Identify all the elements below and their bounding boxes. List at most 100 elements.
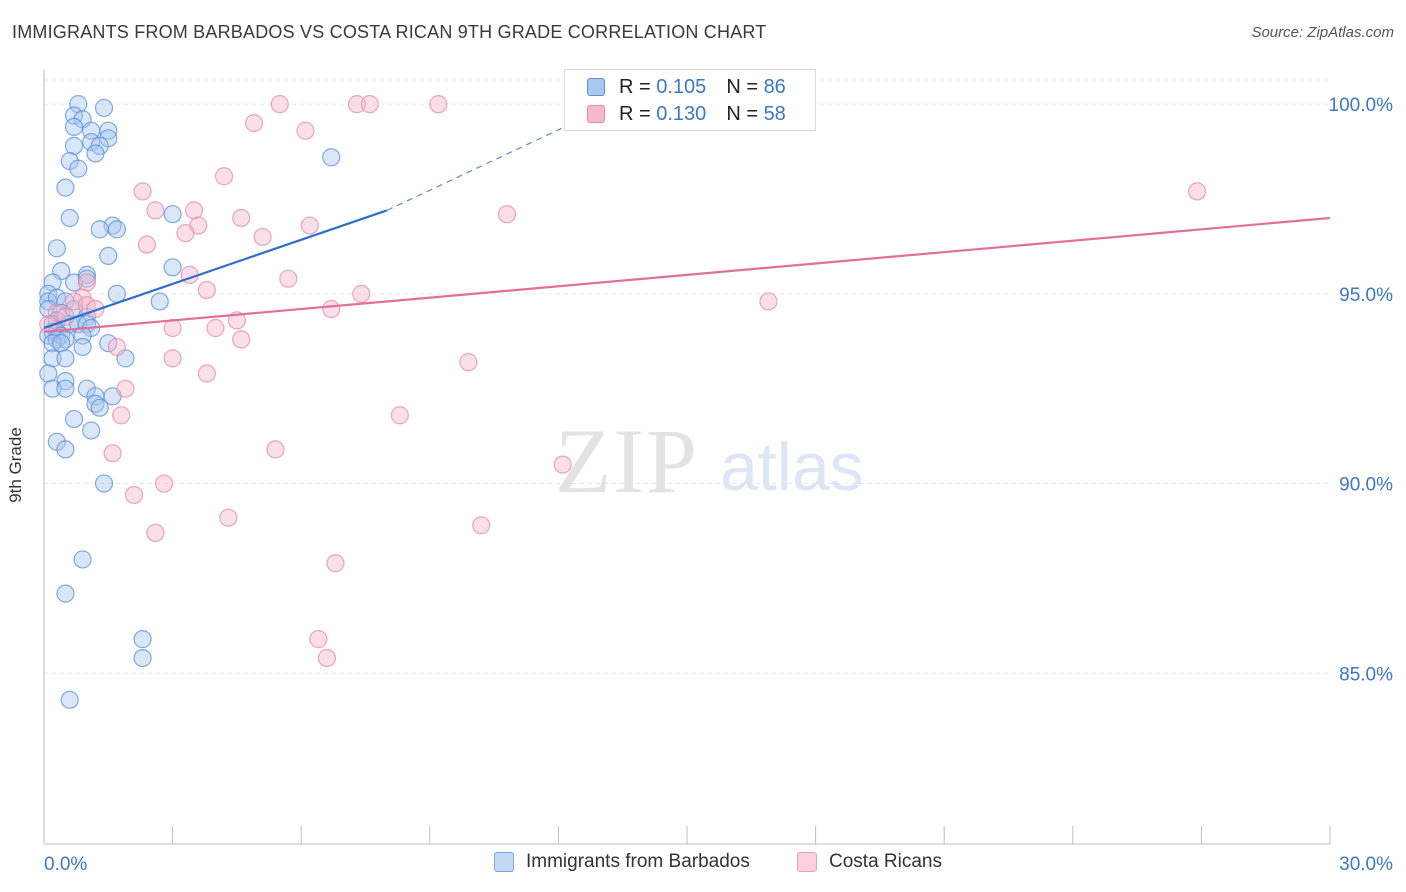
n-value: 58 — [763, 102, 786, 125]
data-point — [322, 299, 341, 319]
legend-label-barbados: Immigrants from Barbados — [526, 851, 750, 872]
data-point — [244, 114, 264, 133]
data-point — [56, 440, 75, 459]
data-point — [73, 550, 92, 569]
data-point — [52, 334, 71, 353]
y-tick-label: 90.0% — [1339, 475, 1393, 496]
legend-item-costa-ricans[interactable]: Costa Ricans — [797, 851, 942, 873]
data-point — [39, 284, 58, 303]
data-point — [56, 349, 75, 368]
data-point — [390, 406, 409, 425]
data-point — [77, 273, 96, 292]
y-tick-label: 95.0% — [1339, 285, 1393, 306]
data-point — [56, 178, 75, 197]
data-point — [39, 364, 58, 383]
data-point — [317, 648, 337, 668]
n-label: N = — [726, 102, 758, 125]
legend-swatch-pink — [797, 852, 817, 872]
data-point — [176, 224, 195, 243]
data-point — [472, 516, 491, 535]
data-point — [326, 554, 345, 573]
data-point — [154, 474, 174, 493]
data-point — [184, 201, 204, 220]
legend-swatch-blue — [587, 78, 605, 96]
data-point — [116, 379, 135, 398]
data-point — [214, 167, 234, 186]
r-label: R = — [619, 102, 651, 125]
data-point — [82, 421, 101, 440]
data-point — [133, 182, 152, 201]
data-point — [322, 148, 341, 167]
series-points-barbados — [39, 95, 341, 709]
trend-line — [43, 209, 388, 330]
data-point — [309, 630, 328, 649]
data-point — [163, 205, 182, 224]
data-point — [69, 159, 88, 178]
data-point — [279, 269, 298, 288]
data-point — [360, 95, 379, 114]
legend-row-costa-ricans: R = 0.130 N = 58 — [587, 101, 786, 127]
x-tick-label: 0.0% — [44, 854, 87, 875]
data-point — [150, 292, 169, 311]
gridlines — [44, 79, 1330, 674]
data-point — [553, 455, 572, 474]
data-point — [82, 132, 101, 152]
data-point — [352, 284, 371, 303]
data-point — [133, 630, 152, 649]
data-point — [99, 121, 118, 140]
data-point — [86, 299, 105, 319]
legend-swatch-pink — [587, 105, 605, 123]
data-point — [497, 205, 517, 224]
data-point — [133, 648, 152, 668]
n-value: 86 — [763, 75, 786, 98]
r-label: R = — [619, 75, 651, 98]
data-point — [112, 406, 131, 425]
data-point — [1188, 182, 1207, 201]
legend-item-barbados[interactable]: Immigrants from Barbados — [494, 851, 750, 873]
y-tick-label: 85.0% — [1339, 664, 1393, 685]
data-point — [64, 409, 84, 429]
correlation-legend: R = 0.105 N = 86 R = 0.130 N = 58 — [564, 69, 816, 131]
trend-lines — [43, 111, 1331, 333]
data-point — [90, 398, 109, 417]
data-point — [459, 353, 478, 372]
trend-line — [43, 216, 1331, 333]
data-point — [99, 334, 118, 353]
data-point — [137, 235, 156, 254]
data-point — [60, 208, 79, 228]
data-point — [253, 227, 272, 247]
data-point — [270, 95, 289, 114]
x-tick-label: 30.0% — [1339, 854, 1393, 875]
data-point — [232, 208, 251, 228]
data-point — [56, 379, 75, 398]
data-point — [146, 523, 165, 542]
data-point — [163, 349, 182, 368]
data-point — [296, 121, 315, 140]
data-point — [86, 144, 105, 163]
source-credit: Source: ZipAtlas.com — [1251, 24, 1394, 41]
watermark-zip: ZIP — [555, 410, 699, 512]
series-legend: Immigrants from Barbados Costa Ricans — [0, 851, 1406, 879]
data-point — [60, 690, 79, 709]
data-point — [107, 337, 126, 357]
data-point — [163, 258, 182, 277]
data-point — [56, 584, 75, 603]
tick-labels: 100.0% 95.0% 90.0% 85.0% 0.0% 30.0% — [44, 95, 1393, 875]
data-point — [146, 201, 165, 220]
data-point — [197, 280, 216, 300]
data-point — [219, 508, 238, 527]
trend-line-extension — [386, 111, 598, 211]
y-tick-label: 100.0% — [1329, 95, 1394, 116]
legend-label-costa-ricans: Costa Ricans — [829, 851, 942, 872]
data-point — [429, 95, 448, 114]
data-point — [232, 330, 251, 349]
data-point — [90, 220, 109, 239]
legend-swatch-blue — [494, 852, 514, 872]
data-point — [64, 117, 84, 137]
watermark: ZIP atlas — [555, 410, 864, 512]
data-point — [197, 364, 216, 383]
data-point — [347, 95, 367, 114]
data-point — [163, 318, 182, 338]
data-point — [43, 379, 62, 398]
